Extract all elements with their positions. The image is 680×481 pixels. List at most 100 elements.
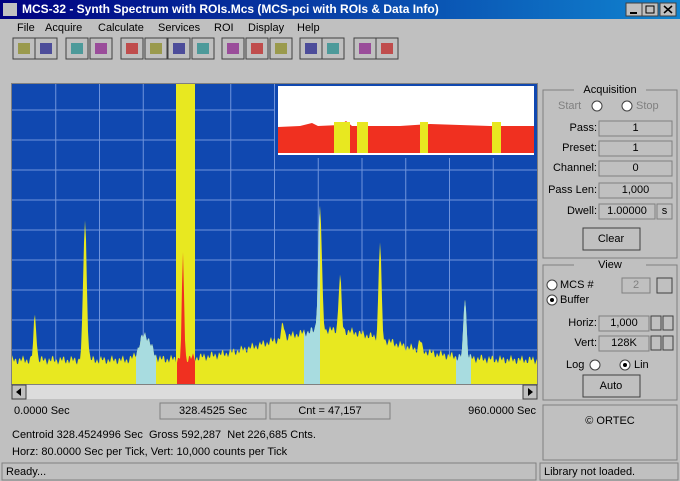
log-label: Log: [566, 359, 584, 371]
field-label: Pass Len:: [548, 184, 597, 196]
horiz-zoom[interactable]: [650, 315, 662, 331]
menu-item[interactable]: Calculate: [98, 22, 144, 34]
field-value: 1.00000: [607, 205, 647, 217]
mcs-label: MCS #: [560, 279, 595, 291]
tool-icon: [197, 43, 209, 54]
start-label: Start: [558, 100, 581, 112]
mcs-spinner[interactable]: [656, 277, 673, 294]
radio[interactable]: [621, 100, 633, 112]
count-box: [269, 402, 391, 420]
h-scrollbar[interactable]: [11, 384, 538, 400]
horiz-label: Horiz:: [568, 317, 597, 329]
status-left: [1, 462, 537, 481]
roi-region-selected: [177, 252, 195, 384]
inset-roi: [492, 122, 501, 153]
horiz-value-box[interactable]: [598, 315, 650, 332]
horiz-value: 1,000: [610, 317, 638, 329]
tool-icon: [305, 43, 317, 54]
radio[interactable]: [546, 279, 558, 291]
cursor-box: [159, 402, 267, 420]
field-value-box[interactable]: [598, 182, 673, 199]
field-label: Preset:: [562, 142, 597, 154]
minimize[interactable]: [625, 2, 643, 17]
menu-item[interactable]: Services: [158, 22, 201, 34]
roi-region: [136, 205, 471, 384]
brand: © ORTEC: [585, 415, 635, 427]
radio[interactable]: [591, 100, 603, 112]
roi-info: Centroid 328.4524996 Sec Gross 592,287 N…: [12, 429, 316, 441]
auto-button[interactable]: [582, 374, 641, 398]
vert-value: 128K: [611, 337, 637, 349]
menu-item[interactable]: Help: [297, 22, 320, 34]
tool-icon: [95, 43, 107, 54]
inset-roi: [420, 122, 428, 153]
menu-item[interactable]: ROI: [214, 22, 234, 34]
tool-icon: [71, 43, 83, 54]
maximize[interactable]: [641, 2, 659, 17]
cursor-position: 328.4525 Sec: [179, 405, 247, 417]
vert-pan[interactable]: [662, 335, 674, 351]
field-value-box[interactable]: [598, 160, 673, 177]
horiz-pan[interactable]: [662, 315, 674, 331]
view-group-title: View: [598, 259, 622, 271]
mcs-value-box[interactable]: [621, 277, 651, 294]
tool-icon: [359, 43, 371, 54]
acquisition-group-title: Acquisition: [583, 84, 636, 96]
stop-label: Stop: [636, 100, 659, 112]
vert-label: Vert:: [574, 337, 597, 349]
window-title: MCS-32 - Synth Spectrum with ROIs.Mcs (M…: [22, 2, 439, 16]
inset-roi: [357, 122, 368, 153]
tool-icon: [18, 43, 30, 54]
field-value: 1: [632, 142, 638, 154]
field-label: Dwell:: [567, 205, 597, 217]
field-value-box[interactable]: [598, 203, 656, 220]
field-value-box[interactable]: [598, 140, 673, 157]
clear-button-label: Clear: [598, 233, 625, 245]
tool-icon: [381, 43, 393, 54]
field-value: 0: [632, 162, 638, 174]
field-label: Pass:: [569, 122, 597, 134]
mcs-value: 2: [633, 279, 639, 291]
clear-button[interactable]: [582, 227, 641, 251]
vert-value-box[interactable]: [598, 335, 650, 352]
toolbar: [12, 37, 399, 60]
tool-icon: [40, 43, 52, 54]
radio-dot: [550, 298, 554, 302]
tool-icon: [227, 43, 239, 54]
app-icon: [3, 3, 17, 16]
dwell-unit-box[interactable]: [656, 203, 673, 220]
x-start: 0.0000 Sec: [14, 405, 70, 417]
vert-zoom[interactable]: [650, 335, 662, 351]
menu-item[interactable]: Display: [248, 22, 285, 34]
tool-icon: [327, 43, 339, 54]
radio[interactable]: [589, 359, 601, 371]
tool-icon: [173, 43, 185, 54]
buffer-label: Buffer: [560, 294, 589, 306]
tool-icon: [126, 43, 138, 54]
inset-roi: [334, 122, 350, 153]
menu-bar: File Acquire Calculate Services ROI Display He…: [17, 22, 320, 34]
label-bg: [574, 88, 646, 92]
status-text: Ready...: [6, 466, 46, 478]
menu-item[interactable]: Acquire: [45, 22, 82, 34]
tool-icon: [251, 43, 263, 54]
radio-dot: [623, 363, 627, 367]
x-end: 960.0000 Sec: [468, 405, 536, 417]
field-value-box[interactable]: [598, 120, 673, 137]
dwell-unit: s: [662, 205, 668, 217]
title-bar: [0, 0, 680, 19]
brand-box: [542, 404, 678, 461]
cursor-count: Cnt = 47,157: [298, 405, 361, 417]
tool-icon: [150, 43, 162, 54]
scale-info: Horz: 80.0000 Sec per Tick, Vert: 10,000…: [12, 446, 288, 458]
auto-button-label: Auto: [600, 380, 623, 392]
field-label: Channel:: [553, 162, 597, 174]
field-value: 1,000: [622, 184, 650, 196]
menu-item[interactable]: File: [17, 22, 35, 34]
window-controls: [625, 2, 677, 17]
roi-band: [176, 84, 195, 384]
inset-overview: [275, 84, 537, 158]
tool-icon: [275, 43, 287, 54]
